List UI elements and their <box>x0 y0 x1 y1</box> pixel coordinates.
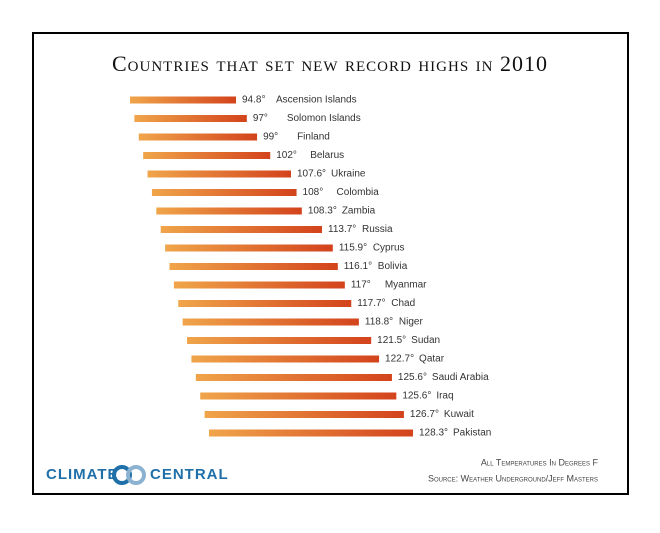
note: All Temperatures In Degrees F <box>481 457 599 467</box>
category-label: Niger <box>399 317 424 328</box>
value-label: 102° <box>276 150 297 161</box>
bar <box>165 244 333 252</box>
category-label: Cyprus <box>373 243 405 254</box>
value-label: 118.8° <box>365 317 393 328</box>
value-label: 113.7° <box>328 224 356 235</box>
category-label: Russia <box>362 224 393 235</box>
note: Source: Weather Underground/Jeff Masters <box>428 473 598 483</box>
bar <box>169 263 338 270</box>
chart-title: Countries that set new record highs in 2… <box>112 51 548 76</box>
value-label: 94.8° <box>242 95 265 106</box>
value-label: 126.7° <box>410 409 439 420</box>
category-label: Saudi Arabia <box>432 372 489 383</box>
bar <box>204 411 404 418</box>
category-label: Pakistan <box>453 428 491 439</box>
bar <box>160 226 323 233</box>
value-label: 107.6° <box>297 169 326 180</box>
category-label: Zambia <box>342 206 376 217</box>
value-label: 125.6° <box>402 391 431 402</box>
category-label: Bolivia <box>378 261 408 272</box>
category-label: Belarus <box>310 150 344 161</box>
category-label: Chad <box>391 298 415 309</box>
bar <box>147 170 292 178</box>
value-label: 121.5° <box>377 335 406 346</box>
category-label: Finland <box>297 132 330 143</box>
bar <box>200 392 397 400</box>
bar <box>138 133 258 141</box>
value-label: 117.7° <box>357 298 385 309</box>
bar <box>156 207 302 215</box>
category-label: Ukraine <box>331 169 366 180</box>
bar <box>182 318 359 326</box>
bar <box>143 152 271 159</box>
value-label: 99° <box>263 132 278 143</box>
category-label: Ascension Islands <box>276 95 357 106</box>
bar <box>195 374 392 381</box>
logo-ring <box>126 465 146 485</box>
value-label: 122.7° <box>385 354 414 365</box>
value-label: 128.3° <box>419 428 448 439</box>
bar <box>151 189 297 196</box>
value-label: 115.9° <box>339 243 367 254</box>
category-label: Sudan <box>411 335 440 346</box>
frame <box>32 32 629 495</box>
value-label: 116.1° <box>344 261 372 272</box>
bar <box>187 337 372 344</box>
bar <box>191 355 380 363</box>
category-label: Colombia <box>337 187 380 198</box>
bar <box>178 300 352 307</box>
category-label: Myanmar <box>385 280 427 291</box>
value-label: 97° <box>253 113 268 124</box>
category-label: Kuwait <box>444 409 474 420</box>
value-label: 108° <box>303 187 324 198</box>
logo-text: CLIMATE <box>46 466 119 483</box>
category-label: Solomon Islands <box>287 113 361 124</box>
value-label: 108.3° <box>308 206 337 217</box>
bar <box>134 115 247 122</box>
logo-text: CENTRAL <box>150 466 229 483</box>
value-label: 117° <box>351 280 371 291</box>
bar <box>209 429 413 437</box>
bar <box>173 281 345 289</box>
category-label: Qatar <box>419 354 445 365</box>
category-label: Iraq <box>436 391 453 402</box>
value-label: 125.6° <box>398 372 427 383</box>
bar <box>130 96 236 104</box>
